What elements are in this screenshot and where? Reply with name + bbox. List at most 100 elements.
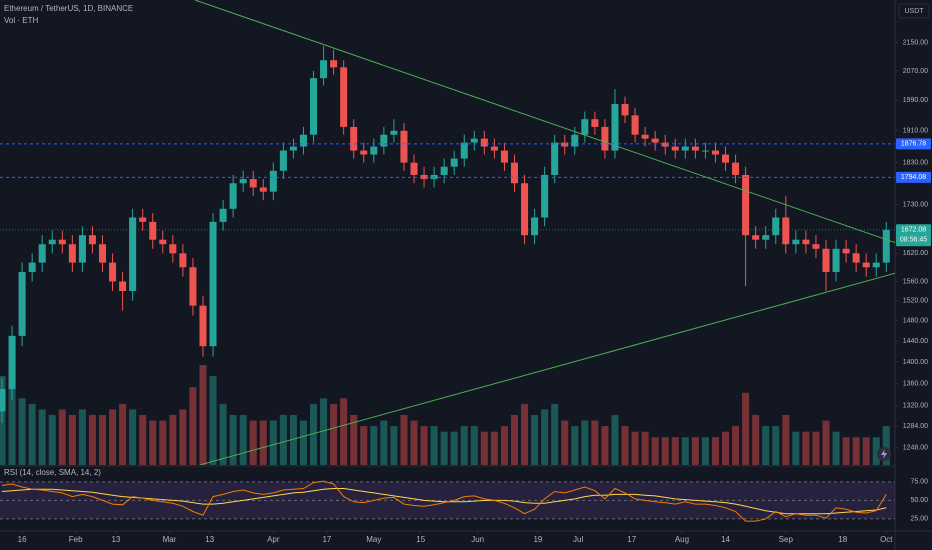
candle-body [340,67,348,127]
volume-bar [330,403,338,465]
rsi-tick-label: 50.00 [910,497,928,504]
candle-body [330,60,338,68]
candle-body [842,248,850,254]
volume-bar [259,420,267,465]
candle-body [299,134,307,147]
candle-body [400,130,408,163]
candle-body [350,126,358,151]
x-tick-label: Jul [573,535,583,544]
candle-body [490,146,498,151]
candle-body [631,115,639,135]
y-tick-label: 1730.00 [903,201,928,208]
x-tick-label: 15 [416,535,425,544]
candle-body [601,126,609,151]
volume-bar [882,426,890,465]
candle-body [611,104,619,151]
volume-bar [289,415,297,465]
candle-body [470,138,478,143]
candle-body [440,166,448,175]
candle-body [641,134,649,139]
volume-bar [38,409,46,465]
candle-body [732,162,740,175]
y-tick-label: 1620.00 [903,250,928,257]
candle-body [289,146,297,151]
chart-title: Ethereum / TetherUS, 1D, BINANCE [4,4,133,13]
volume-bar [8,381,16,465]
volume-bar [450,431,458,465]
candle-body [671,146,679,151]
candle-body [149,221,157,240]
y-tick-label: 1284.00 [903,423,928,430]
volume-bar [68,415,76,465]
volume-bar [48,415,56,465]
volume-bar [199,365,207,465]
candle-body [390,130,398,135]
candle-body [541,174,549,218]
candle-body [701,150,709,152]
volume-bar [551,403,559,465]
candle-body [772,217,780,236]
volume-bar [460,426,468,465]
volume-bar [842,437,850,465]
volume-bar [621,426,629,465]
volume-bar [772,426,780,465]
volume-bar [0,376,6,465]
volume-bar [390,426,398,465]
volume-bar [510,415,519,465]
candle-body [420,174,428,180]
y-tick-label: 2150.00 [903,40,928,47]
candle-body [691,146,699,151]
volume-bar [852,437,860,465]
x-tick-label: 17 [322,535,331,544]
volume-bar [742,392,750,465]
volume-bar [88,415,96,465]
volume-bar [500,426,508,465]
volume-label: Vol · ETH [4,16,38,25]
volume-bar [169,415,177,465]
candle-body [510,162,519,184]
y-tick-label: 1830.00 [903,159,928,166]
volume-bar [320,398,328,465]
rsi-sma-line [1,488,887,515]
candle-body [581,119,589,135]
volume-bar [149,420,157,465]
candle-body [169,244,177,254]
x-tick-label: Aug [675,535,689,544]
volume-bar [802,431,810,465]
rsi-tick-label: 25.00 [910,516,928,523]
candle-body [119,281,127,292]
volume-bar [721,431,730,465]
candle-body [98,244,107,263]
price-pane [0,0,895,465]
candle-body [862,262,870,268]
candle-body [450,158,458,167]
candle-body [460,142,468,159]
trendline [194,0,895,244]
volume-bar [209,376,217,465]
candle-body [239,179,247,184]
candle-body [852,253,860,263]
currency-box[interactable] [898,3,930,19]
candle-body [38,244,46,263]
candle-body [531,217,539,236]
price-badge [896,224,931,247]
candle-body [269,170,277,192]
candle-body [711,150,719,155]
volume-bar [179,409,187,465]
volume-bar [18,398,26,465]
candle-body [249,179,257,188]
y-tick-label: 1910.00 [903,128,928,135]
x-tick-label: May [366,535,381,544]
volume-bar [671,437,679,465]
volume-bar [832,431,840,465]
candle-body [360,150,368,155]
volume-bar [350,415,358,465]
rsi-label: RSI (14, close, SMA, 14, 2) [4,468,101,477]
x-tick-label: 18 [838,535,847,544]
volume-bar [782,415,790,465]
volume-bar [561,420,569,465]
candle-body [561,142,569,147]
candle-body [681,146,689,151]
candle-body [521,183,529,236]
